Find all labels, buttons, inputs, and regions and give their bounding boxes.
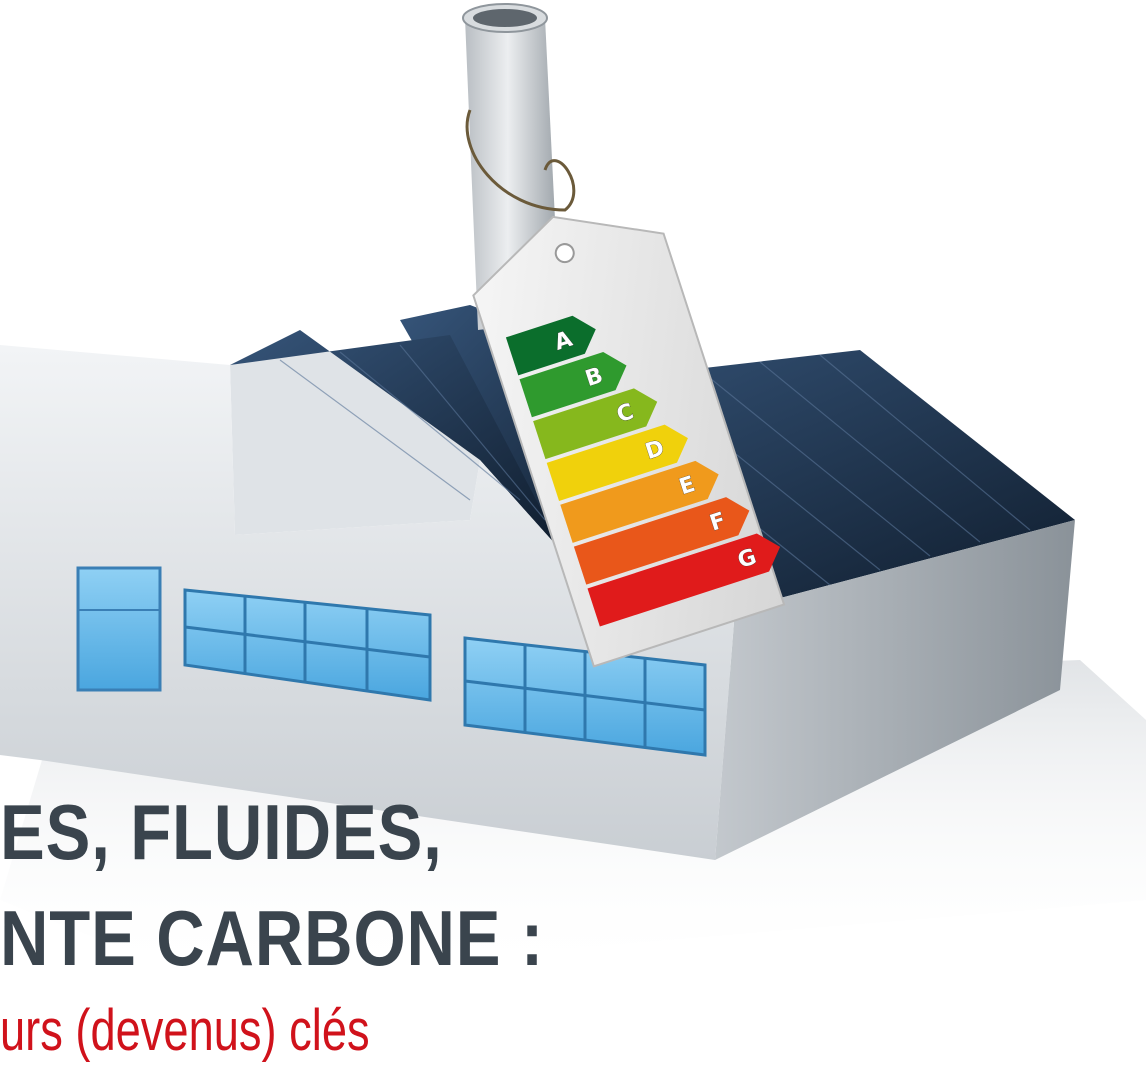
grade-bar-e [560,460,719,543]
grade-letter-c: C [614,399,637,428]
grade-letter-e: E [676,472,698,500]
headline-line-1: ES, FLUIDES, [0,788,443,876]
grade-bar-f [573,497,750,585]
tag-string [465,109,576,212]
window-strip-left [183,588,432,702]
door [76,566,162,692]
grade-bar-a [505,315,596,376]
headline-line-2: NTE CARBONE : [0,894,545,982]
roof-middle [230,330,565,555]
headline-subtitle: urs (devenus) clés [0,998,370,1063]
grade-bar-c [533,388,658,460]
grade-bar-g [587,533,781,627]
grade-letter-f: F [707,508,729,536]
side-wall [715,520,1075,860]
grade-bar-d [546,424,688,501]
sawtooth-facade-1 [230,330,480,535]
grade-bar-b [519,352,627,418]
